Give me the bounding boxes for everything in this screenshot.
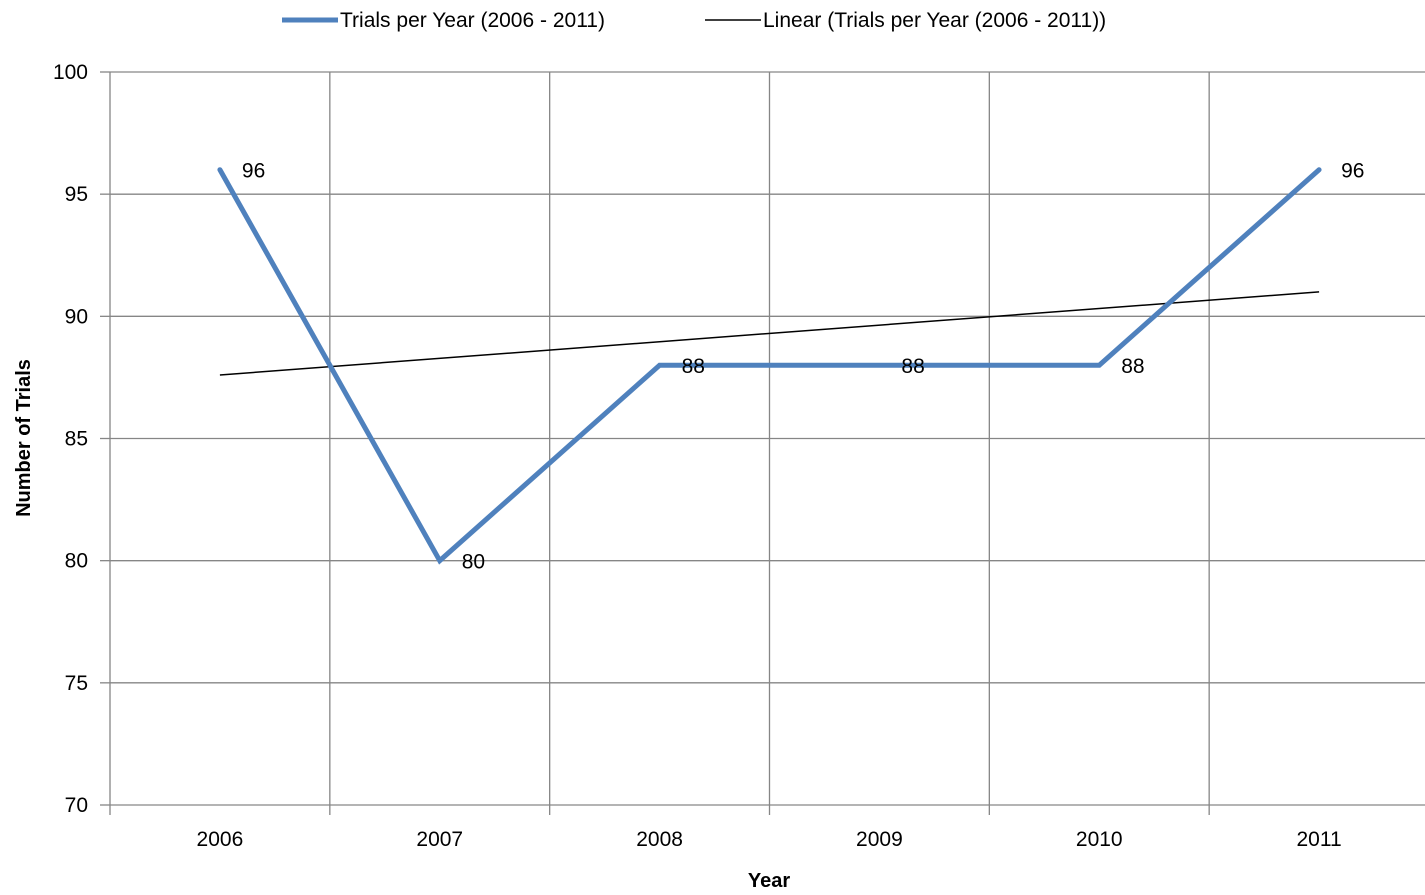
x-axis-title: Year (748, 870, 790, 892)
legend-series-label: Trials per Year (2006 - 2011) (340, 9, 605, 32)
data-label: 88 (682, 355, 705, 378)
x-axis-ticks: 2006 2007 2008 2009 2010 2011 (110, 805, 1425, 851)
y-tick-label: 70 (65, 794, 88, 817)
y-tick-label: 85 (65, 428, 88, 451)
legend-trendline-label: Linear (Trials per Year (2006 - 2011)) (763, 9, 1106, 32)
y-tick-label: 100 (53, 61, 88, 84)
data-label: 88 (1121, 355, 1144, 378)
gridlines (110, 72, 1425, 805)
data-label: 96 (1341, 160, 1364, 183)
x-tick-label: 2007 (416, 828, 463, 851)
y-axis-ticks: 70 75 80 85 90 95 100 (53, 61, 110, 817)
data-label: 88 (901, 355, 924, 378)
y-tick-label: 90 (65, 305, 88, 328)
x-tick-label: 2006 (197, 828, 244, 851)
y-tick-label: 80 (65, 550, 88, 573)
x-tick-label: 2009 (856, 828, 903, 851)
legend: Trials per Year (2006 - 2011) Linear (Tr… (282, 9, 1106, 32)
y-tick-label: 95 (65, 183, 88, 206)
y-axis-title: Number of Trials (13, 359, 35, 517)
data-label: 80 (462, 551, 485, 574)
data-label: 96 (242, 160, 265, 183)
x-tick-label: 2011 (1296, 828, 1341, 851)
y-tick-label: 75 (65, 672, 88, 695)
x-tick-label: 2010 (1076, 828, 1123, 851)
x-tick-label: 2008 (636, 828, 683, 851)
